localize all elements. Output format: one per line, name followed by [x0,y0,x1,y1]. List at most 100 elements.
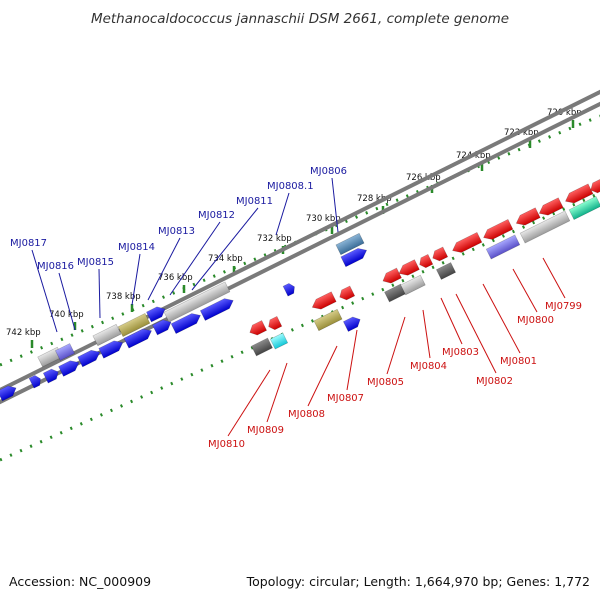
gene-forward[interactable] [340,245,369,268]
gene-forward[interactable] [77,347,103,368]
leader-line-reverse [266,362,288,423]
gene-reverse[interactable] [450,232,483,255]
gene-label-forward[interactable]: MJ0816 [37,261,74,272]
leader-line-forward [169,221,221,296]
gene-label-reverse[interactable]: MJ0804 [410,361,447,372]
leader-line-forward [131,253,141,306]
gene-forward[interactable] [98,338,125,359]
gene-reverse[interactable] [588,178,600,195]
gene-label-reverse[interactable]: MJ0810 [208,439,245,450]
scale-label: 720 kbp [547,108,582,118]
leader-line-forward [191,207,259,291]
gene-reverse[interactable] [563,183,594,206]
scale-label: 740 kbp [49,310,84,320]
scale-label: 734 kbp [208,254,243,264]
gene-reverse[interactable] [430,246,449,263]
gene-reverse[interactable] [266,316,283,331]
leader-line-forward [58,272,76,331]
gene-label-reverse[interactable]: MJ0799 [545,301,582,312]
gene-label-forward[interactable]: MJ0812 [198,210,235,221]
gene-feature[interactable] [251,337,273,357]
scale-label: 742 kbp [6,328,41,338]
gene-reverse[interactable] [417,254,434,269]
gene-label-forward[interactable]: MJ0814 [118,242,155,253]
leader-line-reverse [512,268,538,313]
gene-label-forward[interactable]: MJ0808.1 [267,181,314,192]
leader-line-forward [331,177,339,233]
gene-forward[interactable] [42,367,60,384]
gene-label-reverse[interactable]: MJ0808 [288,409,325,420]
gene-features [0,178,600,402]
gene-feature[interactable] [335,232,365,256]
gene-feature[interactable] [313,308,343,332]
leader-line-reverse [422,309,431,359]
leader-line-reverse [482,283,521,354]
gene-label-reverse[interactable]: MJ0809 [247,425,284,436]
gene-label-forward[interactable]: MJ0817 [10,238,47,249]
scale-label: 728 kbp [357,194,392,204]
gene-forward[interactable] [199,296,235,321]
leader-line-reverse [386,316,406,375]
backbone-line-inner [0,89,600,393]
leader-line-forward [31,249,58,333]
leader-line-forward [98,268,101,319]
scale-label: 738 kbp [106,292,141,302]
scale-label: 732 kbp [257,234,292,244]
leader-line-reverse [346,329,358,391]
leader-line-reverse [440,297,463,345]
gene-forward[interactable] [0,383,19,402]
gene-label-reverse[interactable]: MJ0807 [327,393,364,404]
gene-feature[interactable] [54,343,76,361]
gene-feature[interactable] [163,281,231,323]
leader-line-reverse [307,345,338,407]
gene-reverse[interactable] [247,320,268,338]
gene-label-reverse[interactable]: MJ0800 [517,315,554,326]
gene-feature[interactable] [269,332,289,350]
gene-forward[interactable] [282,282,297,297]
leader-line-forward [147,237,181,301]
gene-feature[interactable] [400,274,426,296]
leader-line-forward [275,192,290,236]
gene-label-forward[interactable]: MJ0815 [77,257,114,268]
topology-summary: Topology: circular; Length: 1,664,970 bp… [246,574,590,589]
gene-label-reverse[interactable]: MJ0802 [476,376,513,387]
gene-reverse[interactable] [380,267,402,286]
gene-feature[interactable] [435,262,457,280]
gene-feature[interactable] [92,323,122,347]
gene-label-forward[interactable]: MJ0813 [158,226,195,237]
gene-reverse[interactable] [481,219,514,242]
gene-reverse[interactable] [337,285,356,302]
leader-line-reverse [227,369,271,437]
gene-forward[interactable] [342,315,362,332]
leader-line-reverse [542,257,566,299]
gene-label-reverse[interactable]: MJ0803 [442,347,479,358]
gene-feature[interactable] [519,210,571,244]
leader-line-reverse [455,293,497,374]
gene-feature[interactable] [568,196,600,220]
gene-label-forward[interactable]: MJ0806 [310,166,347,177]
gene-forward[interactable] [123,326,154,349]
gene-feature[interactable] [485,234,521,260]
gene-label-reverse[interactable]: MJ0805 [367,377,404,388]
gene-label-reverse[interactable]: MJ0801 [500,356,537,367]
label-leaders [31,177,566,437]
map-title: Methanocaldococcus jannaschii DSM 2661, … [91,11,509,27]
scale-label: 730 kbp [306,214,341,224]
gene-reverse[interactable] [514,207,541,229]
gene-reverse[interactable] [310,291,337,313]
scale-label: 736 kbp [158,273,193,283]
accession-text: Accession: NC_000909 [9,574,151,589]
gene-label-forward[interactable]: MJ0811 [236,196,273,207]
gene-forward[interactable] [146,304,167,323]
gene-forward[interactable] [58,358,82,377]
gene-forward[interactable] [28,374,43,389]
gene-feature[interactable] [117,313,151,337]
gene-reverse[interactable] [397,259,420,279]
gene-forward[interactable] [152,317,173,336]
gene-forward[interactable] [170,310,203,334]
gene-reverse[interactable] [537,197,564,219]
